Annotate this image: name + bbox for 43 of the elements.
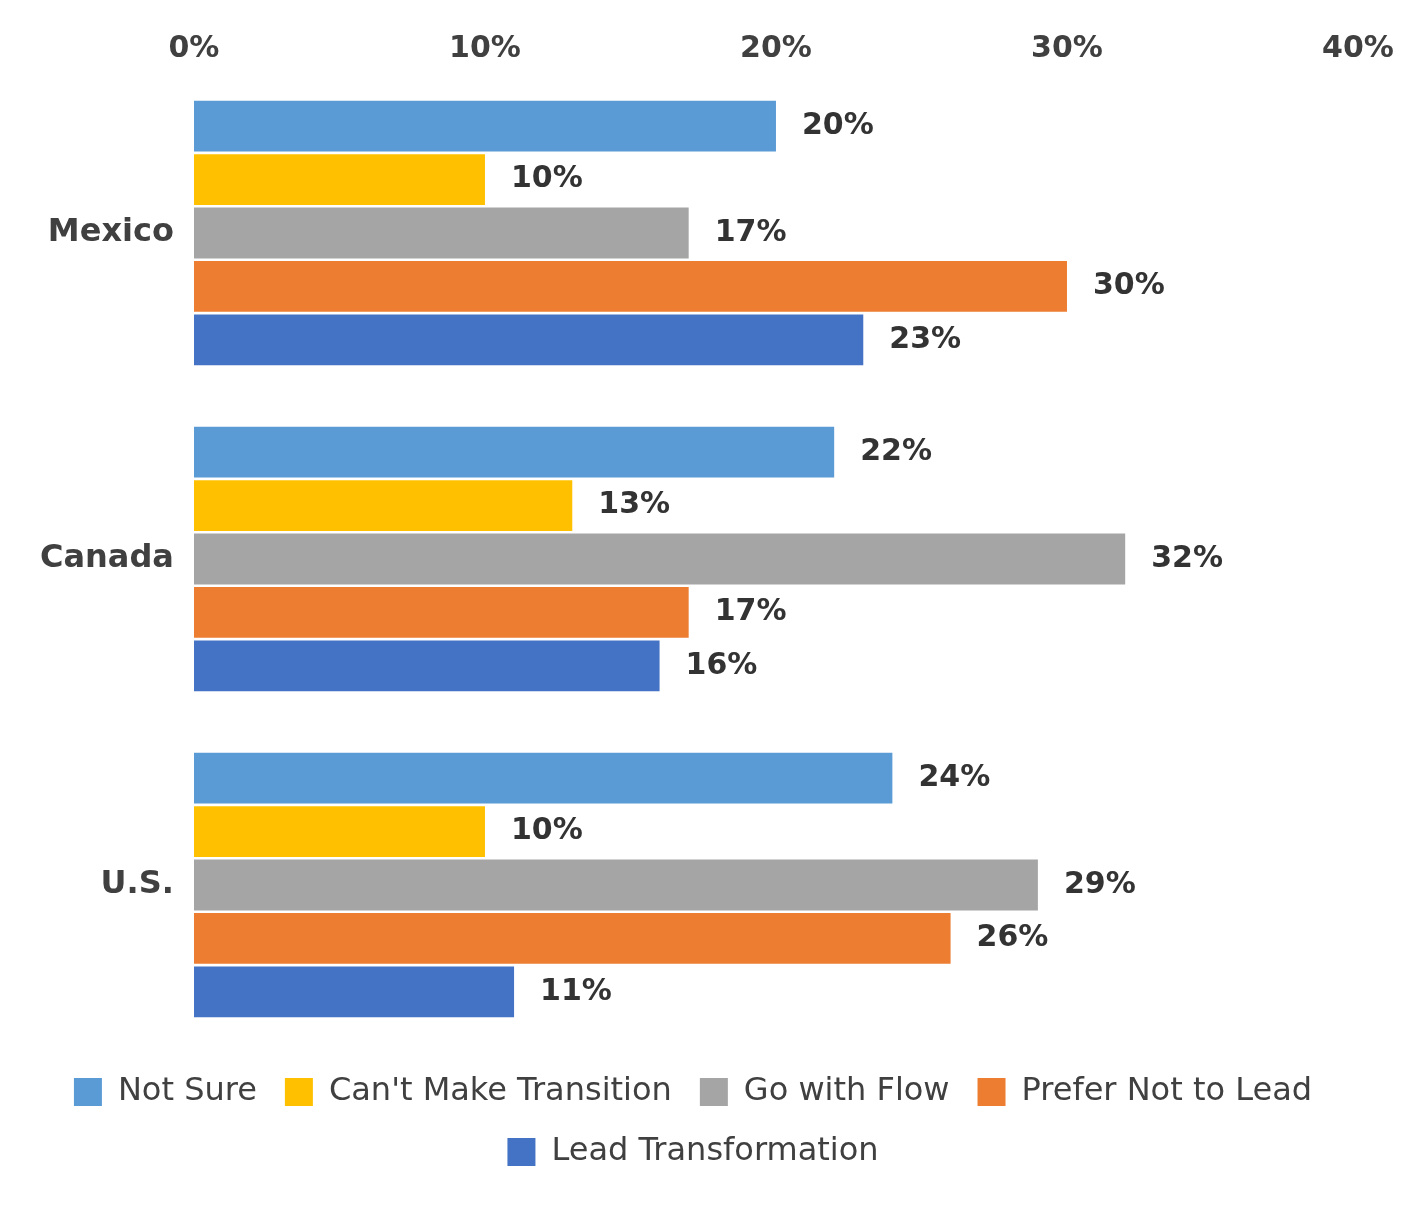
bar (193, 859, 1038, 911)
x-tick-label: 40% (1322, 28, 1394, 64)
data-label: 10% (510, 811, 583, 847)
data-label: 20% (801, 105, 874, 141)
bar (193, 806, 485, 857)
x-tick-label: 30% (1031, 28, 1103, 64)
bar (193, 261, 1067, 312)
bar (193, 533, 1126, 585)
data-label: 26% (976, 918, 1049, 954)
bar (193, 480, 573, 531)
y-tick-label: Mexico (47, 211, 174, 250)
data-label: 24% (918, 757, 991, 793)
data-label: 16% (685, 645, 758, 681)
legend-label: Prefer Not to Lead (1021, 1070, 1313, 1109)
bar (193, 100, 776, 152)
data-label: 22% (860, 431, 932, 467)
legend-label: Can't Make Transition (328, 1070, 672, 1109)
bar (193, 640, 660, 692)
bar (193, 966, 515, 1018)
legend-label: Lead Transformation (551, 1130, 879, 1169)
data-label: 17% (714, 592, 787, 628)
x-tick-label: 10% (449, 28, 521, 64)
data-label: 11% (540, 971, 612, 1007)
bar (193, 752, 893, 804)
x-tick-label: 20% (740, 28, 812, 64)
bar (193, 426, 835, 478)
bar (193, 207, 689, 259)
data-label: 10% (510, 159, 583, 195)
x-tick-label: 0% (168, 28, 220, 64)
y-tick-label: U.S. (100, 863, 174, 902)
y-tick-label: Canada (40, 537, 174, 576)
legend-label: Go with Flow (743, 1070, 950, 1109)
data-label: 30% (1092, 266, 1165, 302)
bar (193, 587, 689, 638)
bar (193, 154, 485, 205)
data-label: 23% (889, 319, 962, 355)
data-label: 13% (598, 485, 671, 521)
bar (193, 913, 951, 964)
legend-label: Not Sure (117, 1070, 257, 1109)
data-label: 17% (714, 212, 787, 248)
bar (193, 314, 864, 366)
data-label: 29% (1063, 864, 1136, 900)
data-label: 32% (1151, 538, 1223, 574)
